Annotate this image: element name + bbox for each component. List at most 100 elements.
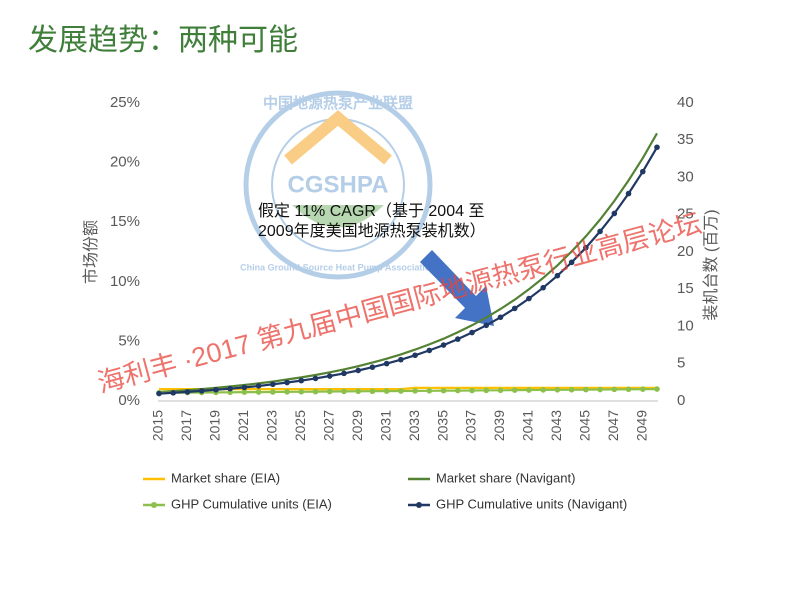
- annotation-line: 假定 11% CAGR（基于 2004 至: [258, 202, 484, 220]
- series-marker: [639, 386, 646, 392]
- x-tick-label: 2019: [207, 410, 223, 441]
- series-marker: [483, 387, 490, 394]
- series-marker: [597, 386, 603, 393]
- legend-marker: [151, 502, 157, 508]
- series-marker: [255, 389, 262, 395]
- series-marker: [625, 190, 632, 197]
- y-tick-label: 15%: [110, 213, 140, 230]
- series-marker: [398, 388, 404, 394]
- x-tick-label: 2021: [235, 410, 251, 441]
- series-marker: [583, 386, 589, 393]
- series-marker: [497, 387, 504, 394]
- series-marker: [554, 272, 561, 279]
- series-marker: [511, 387, 518, 393]
- series-marker: [312, 375, 319, 382]
- x-tick-label: 2033: [406, 410, 422, 441]
- series-marker: [554, 387, 561, 393]
- series-marker: [511, 305, 518, 312]
- y2-axis-label: 装机台数 (百万): [702, 209, 720, 320]
- series-marker: [355, 388, 362, 395]
- series-marker: [255, 383, 262, 389]
- legend-label: GHP Cumulative units (Navigant): [436, 496, 627, 511]
- x-tick-label: 2027: [320, 410, 336, 441]
- series-marker: [568, 386, 575, 393]
- stamp-ground: [292, 205, 384, 228]
- series-marker: [440, 342, 447, 348]
- series-marker: [284, 389, 290, 395]
- x-tick-label: 2025: [292, 410, 308, 441]
- slide-title: 发展趋势：两种可能: [28, 24, 298, 57]
- series-marker: [469, 387, 475, 394]
- x-tick-label: 2037: [463, 410, 479, 441]
- series-marker: [426, 387, 433, 394]
- series-marker: [312, 388, 319, 395]
- series-marker: [625, 386, 632, 393]
- series-marker: [440, 387, 447, 394]
- y2-tick-label: 5: [677, 355, 685, 372]
- stamp-bottom: China Ground Source Heat Pump Associatio…: [240, 262, 436, 272]
- series-marker: [654, 386, 660, 392]
- x-tick-label: 2045: [577, 410, 593, 441]
- series-marker: [270, 389, 276, 395]
- series-marker: [284, 379, 290, 386]
- x-tick-label: 2047: [605, 410, 621, 441]
- series-marker: [341, 388, 347, 395]
- series-marker: [497, 314, 504, 321]
- series-marker: [355, 367, 362, 374]
- stamp-top: 中国地源热泵产业联盟: [263, 94, 413, 112]
- x-tick-label: 2043: [548, 410, 564, 441]
- y-tick-label: 0%: [118, 392, 140, 409]
- legend-label: Market share (Navigant): [436, 470, 575, 485]
- series-marker: [412, 388, 418, 394]
- series-marker: [526, 387, 532, 393]
- x-tick-label: 2041: [520, 410, 536, 441]
- series-marker: [426, 347, 433, 354]
- x-tick-label: 2015: [150, 410, 166, 441]
- series-marker: [369, 364, 376, 370]
- series-line: [159, 386, 657, 391]
- series-marker: [383, 360, 390, 367]
- legend-label: Market share (EIA): [171, 470, 280, 485]
- x-tick-label: 2017: [178, 410, 194, 441]
- series-marker: [241, 384, 248, 391]
- series-marker: [455, 336, 461, 342]
- series-marker: [398, 356, 404, 363]
- x-tick-label: 2031: [377, 410, 393, 441]
- stamp-roof: [284, 110, 392, 165]
- y2-tick-label: 0: [677, 392, 685, 409]
- y-axis-label: 市场份额: [82, 220, 100, 284]
- stamp-ring: [243, 90, 433, 280]
- y2-tick-label: 15: [677, 280, 694, 297]
- series-marker: [611, 210, 618, 217]
- series-marker: [383, 388, 390, 394]
- y2-tick-label: 35: [677, 131, 694, 148]
- series-marker: [469, 329, 475, 336]
- series-marker: [583, 244, 589, 251]
- y-tick-label: 10%: [110, 273, 140, 290]
- series-marker: [241, 389, 248, 395]
- series-marker: [654, 144, 660, 151]
- y2-tick-label: 40: [677, 94, 694, 111]
- x-tick-label: 2023: [264, 410, 280, 441]
- legend-label: GHP Cumulative units (EIA): [171, 496, 332, 511]
- y2-tick-label: 25: [677, 206, 694, 223]
- series-marker: [298, 377, 305, 384]
- x-tick-label: 2049: [633, 410, 649, 441]
- annotation-arrow: [420, 250, 494, 326]
- series-marker: [213, 387, 219, 393]
- y-tick-label: 20%: [110, 154, 140, 171]
- series-marker: [540, 387, 546, 393]
- series-marker: [568, 259, 575, 266]
- stamp-logo: CGSHPA: [288, 171, 389, 198]
- series-marker: [326, 373, 333, 379]
- watermark-stamp: 中国地源热泵产业联盟 CGSHPA China Ground Source He…: [240, 90, 436, 280]
- y-tick-label: 25%: [110, 94, 140, 111]
- series-marker: [198, 388, 205, 394]
- series-marker: [170, 390, 177, 396]
- series-marker: [298, 388, 305, 395]
- legend-marker: [416, 502, 422, 508]
- series-marker: [639, 168, 646, 175]
- series-marker: [412, 352, 418, 359]
- series-marker: [455, 387, 461, 394]
